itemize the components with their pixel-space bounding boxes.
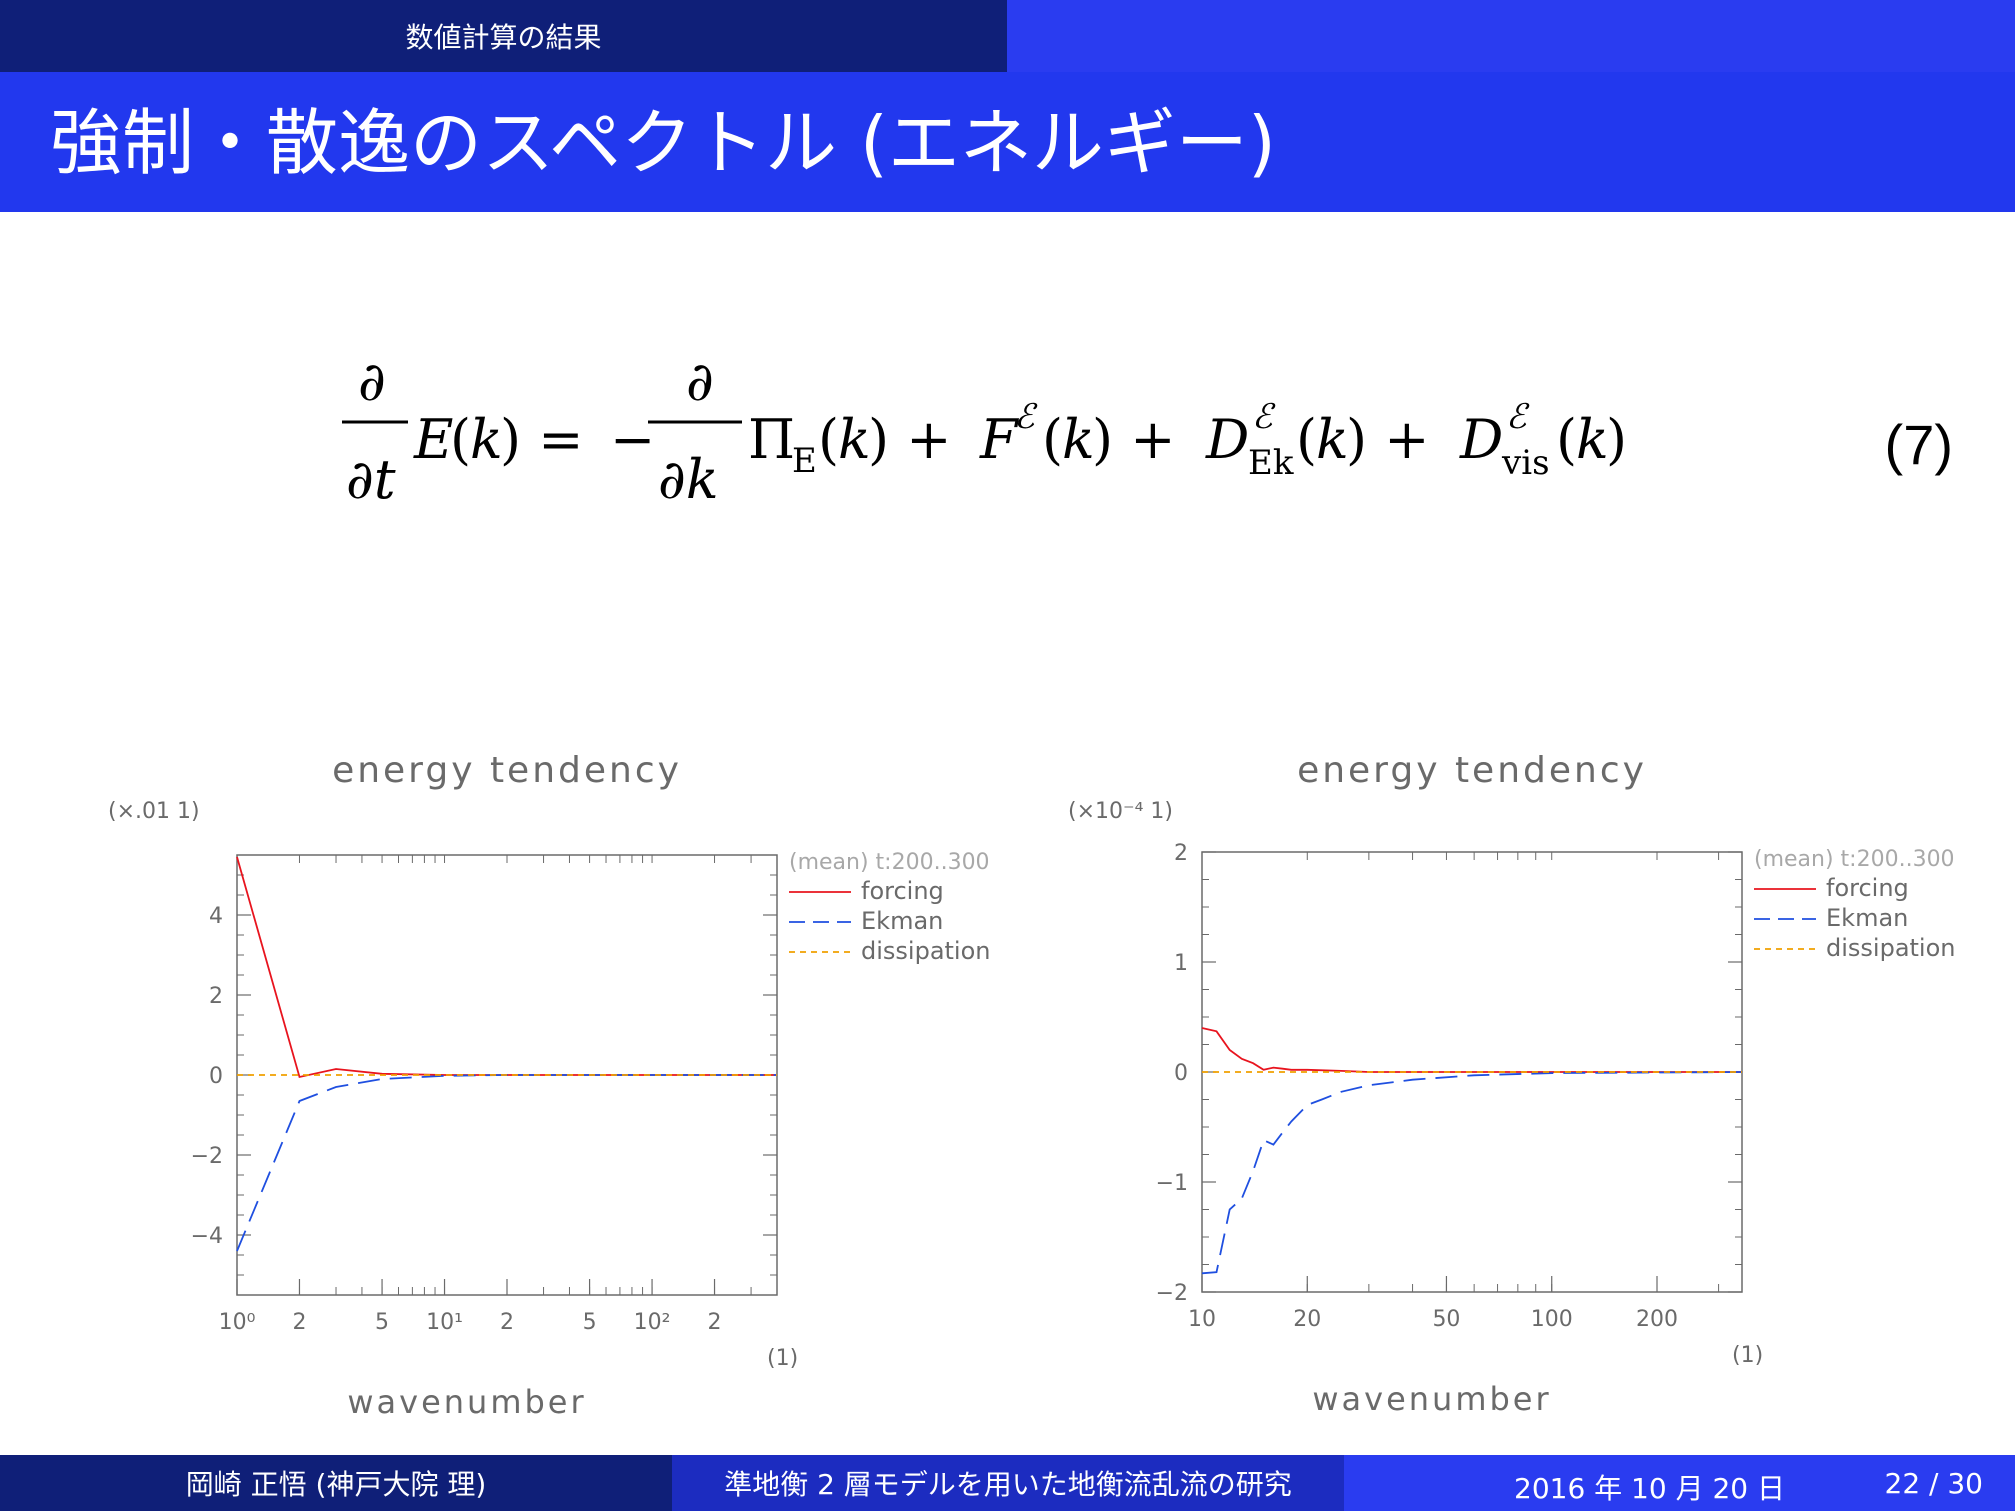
eq-viscous: D [1459,408,1503,471]
y-tick-label: −2 [1156,1281,1188,1306]
legend-label: Ekman [1826,904,1908,932]
x-tick-label: 50 [1432,1307,1460,1332]
y-tick-label: 2 [209,984,223,1009]
footer-title-text: 準地衡 2 層モデルを用いた地衡流乱流の研究 [724,1468,1292,1501]
x-tick-label: 5 [583,1310,597,1335]
x-unit-label: (1) [1732,1343,1763,1368]
chart-svg-right: energy tendency(×10⁻⁴ 1)10 20 50 100 200−2−1… [1068,750,1956,1418]
footer-title[interactable]: 準地衡 2 層モデルを用いた地衡流乱流の研究 [672,1455,1344,1511]
eq-partial-num: ∂ [358,350,386,413]
footer-date: 2016 年 10 月 20 日 [1514,1472,1786,1505]
x-axis-label: wavenumber [347,1383,586,1421]
y-tick-label: −4 [191,1224,223,1249]
legend-label: Ekman [861,907,943,935]
svg-text:k: k [1062,408,1095,471]
chart-energy-tendency-right: energy tendency (×10⁻⁴ 1) 10 20 50 100 200 −2 −1… [1040,740,2010,1444]
x-tick-label: 10 [1188,1307,1216,1332]
svg-text:) +: ) + [868,408,951,471]
y-tick-label: 0 [209,1064,223,1089]
equation-number: (7) [1884,413,1953,476]
x-tick-label: 200 [1636,1307,1678,1332]
svg-text:−: − [610,408,655,471]
x-tick-label: 20 [1293,1307,1321,1332]
series-line-ekman [236,1074,777,1252]
svg-text:k: k [838,408,871,471]
y-tick-label: 0 [1174,1061,1188,1086]
section-title[interactable]: 数値計算の結果 [0,0,1007,72]
eq-ekman: D [1205,408,1249,471]
svg-text:∂k: ∂k [658,448,719,511]
equation-formula: ∂ ∂t E ( k ) = − ∂ ∂k Π E ( k ) + F ℰ ( … [342,350,1627,511]
svg-text:(: ( [1296,408,1317,471]
svg-text:E: E [792,441,817,481]
chart-energy-tendency-left: energy tendency (×.01 1) 10⁰ 2 5 10¹ 2 5 10² 2 −4 −… [80,740,1040,1444]
top-bar-filler [1007,0,2015,72]
x-tick-label: 10² [634,1310,671,1335]
legend-label: dissipation [1826,934,1956,962]
page-number[interactable]: 22 / 30 [1884,1467,1984,1500]
svg-text:) +: ) + [1092,408,1175,471]
x-tick-label: 2 [292,1310,306,1335]
slide-title-bar: 強制・散逸のスペクトル (エネルギー) [0,72,2015,212]
y-scale-label: (×10⁻⁴ 1) [1068,799,1173,824]
svg-text:ℰ: ℰ [1252,397,1276,437]
eq-flux: Π [748,408,795,471]
x-tick-label: 2 [708,1310,722,1335]
svg-text:(: ( [1042,408,1063,471]
chart-title: energy tendency [332,750,682,791]
svg-text:∂: ∂ [686,350,714,413]
series-line-forcing [236,856,777,1079]
series-line-forcing [1201,1027,1742,1073]
svg-text:) =: ) = [500,408,583,471]
x-tick-label: 10⁰ [219,1310,256,1335]
y-tick-label: 2 [1174,841,1188,866]
svg-text:k: k [1576,408,1609,471]
svg-text:) +: ) + [1346,408,1429,471]
svg-text:vis: vis [1501,443,1550,483]
footer-author[interactable]: 岡崎 正悟 (神戸大院 理) [0,1455,672,1511]
svg-text:): ) [1606,408,1627,471]
footer: 岡崎 正悟 (神戸大院 理) 準地衡 2 層モデルを用いた地衡流乱流の研究 20… [0,1455,2015,1511]
footer-author-text: 岡崎 正悟 (神戸大院 理) [185,1468,487,1501]
svg-text:Ek: Ek [1248,443,1294,483]
chart-title: energy tendency [1297,750,1647,791]
series-line-ekman [1201,1071,1743,1275]
chart-svg-left: energy tendency (×.01 1) 10⁰ 2 5 10¹ 2 5 10² 2 −4 −… [108,750,991,1421]
footer-meta: 2016 年 10 月 20 日 22 / 30 [1344,1455,2015,1511]
x-tick-label: 5 [375,1310,389,1335]
y-tick-label: 4 [209,904,223,929]
y-tick-label: −1 [1156,1171,1188,1196]
legend-label: forcing [861,877,944,905]
svg-text:(: ( [1556,408,1577,471]
legend-header: (mean) t:200..300 [789,850,990,875]
svg-text:ℰ: ℰ [1014,397,1038,437]
x-tick-label: 100 [1531,1307,1573,1332]
legend-label: forcing [1826,874,1909,902]
svg-text:k: k [470,408,503,471]
legend-header: (mean) t:200..300 [1754,847,1955,872]
section-title-text: 数値計算の結果 [405,21,602,54]
x-axis-label: wavenumber [1312,1380,1551,1418]
legend-label: dissipation [861,937,991,965]
x-unit-label: (1) [767,1346,798,1371]
top-navigation-bar: 数値計算の結果 [0,0,2015,72]
eq-forcing: F [979,408,1020,471]
svg-text:k: k [1316,408,1349,471]
eq-paren: ( [450,408,471,471]
slide-title: 強制・散逸のスペクトル (エネルギー) [50,101,1277,185]
eq-energy: E [413,408,453,471]
y-tick-label: −2 [191,1144,223,1169]
svg-text:(: ( [818,408,839,471]
svg-text:ℰ: ℰ [1506,397,1530,437]
y-scale-label: (×.01 1) [108,799,200,824]
y-tick-label: 1 [1174,951,1188,976]
equation: ∂ ∂t E ( k ) = − ∂ ∂k Π E ( k ) + F ℰ ( … [0,340,2015,540]
x-tick-label: 10¹ [426,1310,463,1335]
eq-partial-dt: ∂t [346,448,396,511]
x-tick-label: 2 [500,1310,514,1335]
